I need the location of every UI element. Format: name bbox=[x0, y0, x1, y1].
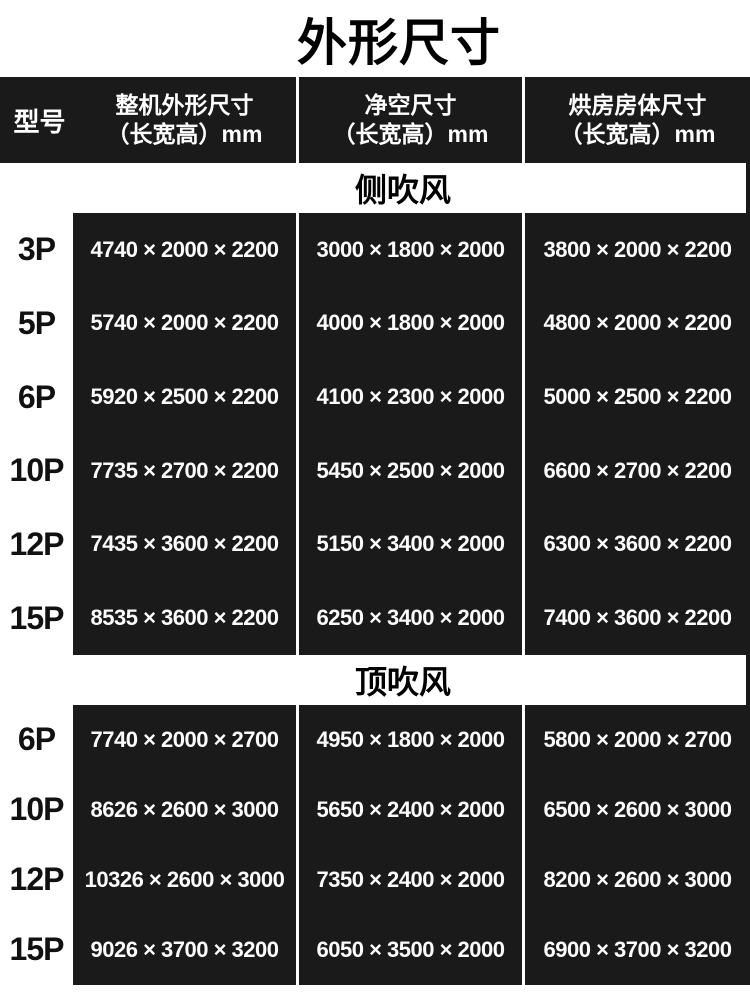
column-separator bbox=[522, 704, 525, 775]
table-row: 12P 7435 × 3600 × 2200 5150 × 3400 × 200… bbox=[0, 507, 750, 582]
side-blow-rows: 3P 4740 × 2000 × 2200 3000 × 1800 × 2000… bbox=[0, 213, 750, 655]
model-label: 6P bbox=[17, 378, 56, 415]
column-separator bbox=[296, 77, 299, 163]
column-separator bbox=[522, 581, 525, 655]
column-header-clearance-size: 净空尺寸 （长宽高）mm bbox=[332, 92, 489, 147]
dimension-value: 4000 × 1800 × 2000 bbox=[316, 310, 505, 336]
model-label: 12P bbox=[9, 525, 65, 562]
dimension-value: 7735 × 2700 × 2200 bbox=[90, 457, 279, 483]
table-row: 6P 5920 × 2500 × 2200 4100 × 2300 × 2000… bbox=[0, 360, 750, 434]
dimension-value: 5920 × 2500 × 2200 bbox=[90, 384, 279, 410]
model-label: 3P bbox=[17, 231, 56, 268]
dimension-value: 8200 × 2600 × 3000 bbox=[543, 866, 732, 892]
dimension-value: 5800 × 2000 × 2700 bbox=[543, 726, 732, 752]
model-label: 15P bbox=[9, 599, 65, 636]
model-header-label: 型号 bbox=[13, 106, 66, 137]
dimension-value: 3800 × 2000 × 2200 bbox=[543, 236, 732, 262]
dimension-value: 10326 × 2600 × 3000 bbox=[84, 866, 285, 892]
column-separator bbox=[522, 844, 525, 915]
dimension-value: 5650 × 2400 × 2000 bbox=[316, 796, 505, 822]
model-label: 15P bbox=[9, 931, 65, 968]
dimension-value: 6500 × 2600 × 3000 bbox=[543, 796, 732, 822]
dimension-value: 4740 × 2000 × 2200 bbox=[90, 236, 279, 262]
table-row: 12P 10326 × 2600 × 3000 7350 × 2400 × 20… bbox=[0, 844, 750, 915]
dimension-value: 9026 × 3700 × 3200 bbox=[90, 936, 279, 962]
top-blow-rows: 6P 7740 × 2000 × 2700 4950 × 1800 × 2000… bbox=[0, 704, 750, 985]
table-row: 15P 8535 × 3600 × 2200 6250 × 3400 × 200… bbox=[0, 581, 750, 655]
dimension-value: 4950 × 1800 × 2000 bbox=[316, 726, 505, 752]
header-cell-model-and-overall: 型号 整机外形尺寸 （长宽高）mm bbox=[0, 77, 296, 163]
model-label: 10P bbox=[9, 452, 65, 489]
dimension-value: 5740 × 2000 × 2200 bbox=[90, 310, 279, 336]
section-band-side-blow: 侧吹风 bbox=[0, 163, 750, 213]
table-row: 10P 7735 × 2700 × 2200 5450 × 2500 × 200… bbox=[0, 433, 750, 508]
dimension-value: 4800 × 2000 × 2200 bbox=[543, 310, 732, 336]
column-header-overall-size: 整机外形尺寸 （长宽高）mm bbox=[106, 92, 263, 147]
column-separator bbox=[522, 507, 525, 582]
table-row: 3P 4740 × 2000 × 2200 3000 × 1800 × 2000… bbox=[0, 213, 750, 287]
dimension-value: 6050 × 3500 × 2000 bbox=[316, 936, 505, 962]
column-header-room-size: 烘房房体尺寸 （长宽高）mm bbox=[559, 92, 716, 147]
column-separator bbox=[522, 914, 525, 985]
column-separator bbox=[296, 433, 299, 508]
model-label: 10P bbox=[9, 791, 65, 828]
column-separator bbox=[522, 213, 525, 287]
dimension-value: 5450 × 2500 × 2000 bbox=[316, 457, 505, 483]
section-title-side-blow: 侧吹风 bbox=[354, 172, 451, 208]
column-separator bbox=[296, 213, 299, 287]
dimension-value: 8626 × 2600 × 3000 bbox=[90, 796, 279, 822]
table-row: 6P 7740 × 2000 × 2700 4950 × 1800 × 2000… bbox=[0, 704, 750, 775]
model-column-header: 型号 bbox=[0, 102, 73, 139]
model-label: 6P bbox=[17, 721, 56, 758]
title-bar: 外形尺寸 bbox=[0, 0, 750, 77]
table-row: 5P 5740 × 2000 × 2200 4000 × 1800 × 2000… bbox=[0, 286, 750, 361]
table-header-row: 型号 整机外形尺寸 （长宽高）mm 净空尺寸 （长宽高）mm 烘房房体尺寸 （长… bbox=[0, 77, 750, 163]
column-separator bbox=[522, 286, 525, 361]
dimension-value: 8535 × 3600 × 2200 bbox=[90, 605, 279, 631]
column-separator bbox=[522, 77, 525, 163]
dimension-value: 7350 × 2400 × 2000 bbox=[316, 866, 505, 892]
column-separator bbox=[296, 844, 299, 915]
dimension-value: 7435 × 3600 × 2200 bbox=[90, 531, 279, 557]
dimension-value: 5000 × 2500 × 2200 bbox=[543, 384, 732, 410]
header-cell-drying-room: 烘房房体尺寸 （长宽高）mm bbox=[525, 77, 750, 163]
dimension-value: 4100 × 2300 × 2000 bbox=[316, 384, 505, 410]
column-separator bbox=[296, 286, 299, 361]
dimension-value: 7740 × 2000 × 2700 bbox=[90, 726, 279, 752]
dimension-value: 6600 × 2700 × 2200 bbox=[543, 457, 732, 483]
model-label: 12P bbox=[9, 861, 65, 898]
table-row: 10P 8626 × 2600 × 3000 5650 × 2400 × 200… bbox=[0, 774, 750, 845]
column-separator bbox=[296, 581, 299, 655]
column-separator bbox=[296, 360, 299, 434]
column-separator bbox=[296, 704, 299, 775]
dimension-value: 6900 × 3700 × 3200 bbox=[543, 936, 732, 962]
section-band-top-blow: 顶吹风 bbox=[0, 654, 750, 705]
bottom-margin bbox=[0, 985, 750, 993]
dimensions-table: 型号 整机外形尺寸 （长宽高）mm 净空尺寸 （长宽高）mm 烘房房体尺寸 （长… bbox=[0, 77, 750, 985]
dimension-value: 6250 × 3400 × 2000 bbox=[316, 605, 505, 631]
dimension-value: 6300 × 3600 × 2200 bbox=[543, 531, 732, 557]
dimension-value: 3000 × 1800 × 2000 bbox=[316, 236, 505, 262]
column-separator bbox=[296, 914, 299, 985]
page-title: 外形尺寸 bbox=[297, 14, 501, 71]
dimension-value: 7400 × 3600 × 2200 bbox=[543, 605, 732, 631]
section-title-top-blow: 顶吹风 bbox=[354, 663, 451, 700]
column-separator bbox=[522, 433, 525, 508]
header-cell-clearance: 净空尺寸 （长宽高）mm bbox=[299, 77, 522, 163]
column-separator bbox=[522, 360, 525, 434]
column-separator bbox=[296, 774, 299, 845]
dimension-value: 5150 × 3400 × 2000 bbox=[316, 531, 505, 557]
model-label: 5P bbox=[17, 304, 56, 341]
column-separator bbox=[522, 774, 525, 845]
column-separator bbox=[296, 507, 299, 582]
table-row: 15P 9026 × 3700 × 3200 6050 × 3500 × 200… bbox=[0, 914, 750, 985]
